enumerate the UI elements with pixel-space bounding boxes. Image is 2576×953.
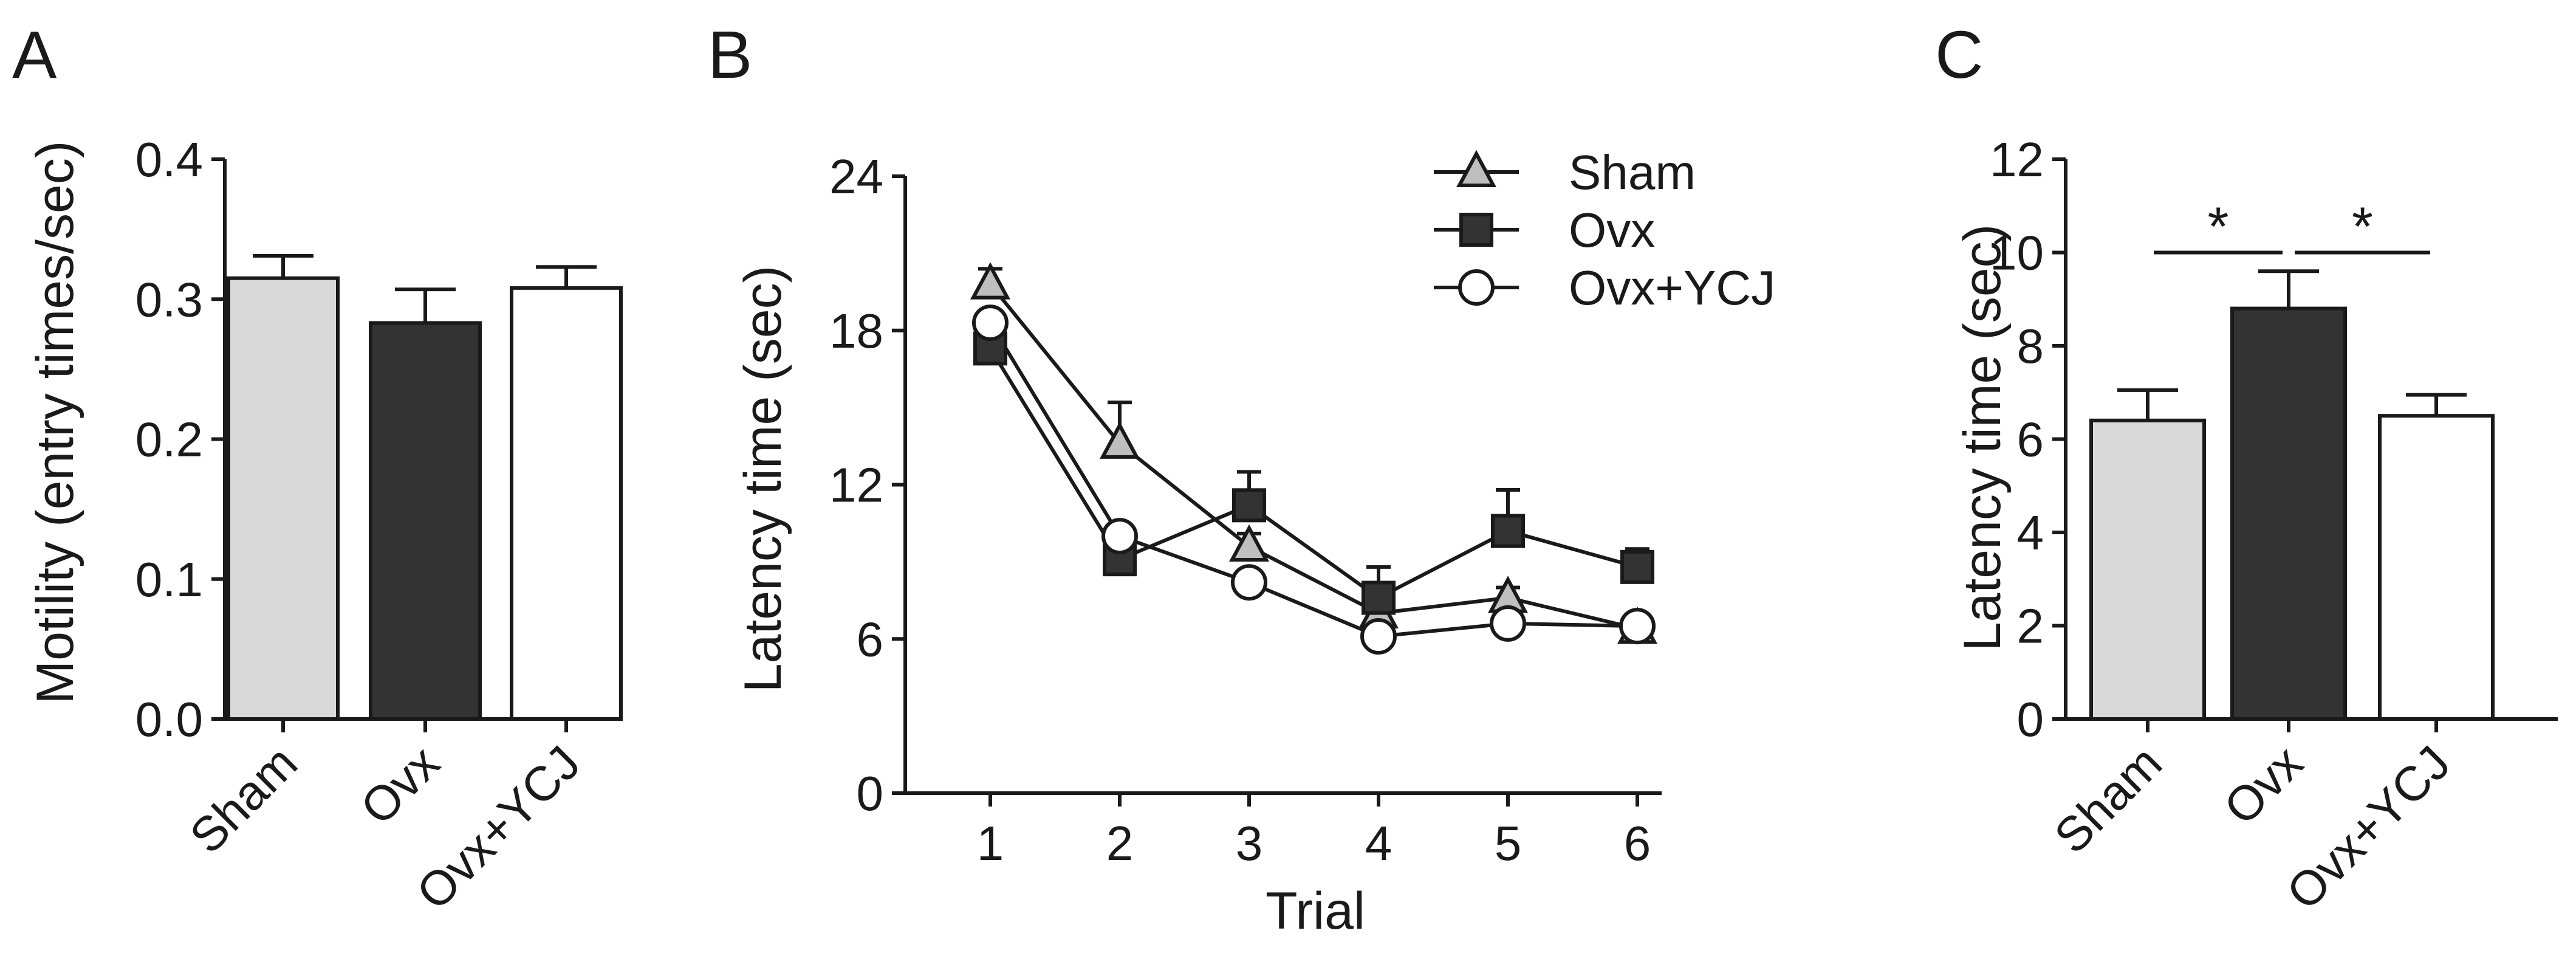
legend-marker-ovx [1459, 213, 1493, 247]
panel-c-y-tick-label: 12 [1990, 132, 2044, 187]
panel-a-y-tick-label: 0.2 [135, 413, 203, 467]
panel-letter-b: B [708, 18, 752, 92]
data-point-ovx-trial-3 [1232, 488, 1266, 523]
panel-a-x-tick-label-ovx: Ovx [351, 735, 450, 835]
panel-letter-c: C [1935, 18, 1983, 92]
data-point-ovx-ycj-trial-5 [1490, 605, 1526, 642]
series-line-sham [988, 283, 1638, 631]
data-point-sham-trial-1 [970, 262, 1011, 300]
panel-b-y-tick-label: 0 [857, 766, 884, 821]
panel-a: A Motility (entry times/sec) 0.0 0.1 0.2 0.… [12, 18, 623, 920]
panel-c-y-tick-label: 8 [2017, 319, 2044, 373]
panel-a-bar-sham [227, 276, 340, 721]
panel-b-x-tick-label: 3 [1236, 816, 1263, 870]
panel-c-x-tick-label-sham: Sham [2044, 735, 2172, 864]
legend-marker-ovx-ycj [1458, 269, 1495, 306]
panel-c-bar-ovx-ycj [2378, 414, 2495, 721]
panel-a-bar-ovx [369, 321, 482, 721]
data-point-sham-trial-3 [1228, 524, 1270, 562]
panel-c-bar-ovx [2230, 306, 2347, 721]
data-point-ovx-trial-5 [1491, 514, 1525, 548]
panel-a-bars [227, 253, 623, 721]
panel-b-y-tick-label: 12 [829, 458, 883, 512]
panel-a-bar-ovx-ycj [510, 286, 623, 721]
legend-label-sham: Sham [1569, 145, 1696, 199]
panel-a-x-tick-label-sham: Sham [179, 735, 307, 864]
legend-label-ovx: Ovx [1569, 203, 1655, 257]
significance-star-2: * [2352, 197, 2373, 258]
panel-b-y-tick-label: 6 [857, 612, 884, 666]
panel-c-y-tick-label: 6 [2017, 413, 2044, 467]
legend-marker-sham [1456, 150, 1497, 187]
significance-star-1: * [2207, 197, 2228, 258]
panel-b-legend: Sham Ovx Ovx+YCJ [1434, 145, 1775, 315]
data-point-ovx-ycj-trial-2 [1101, 518, 1138, 555]
panel-b-x-axis-title: Trial [1266, 882, 1365, 940]
panel-b-series [970, 262, 1658, 655]
panel-b-y-tick-label: 18 [829, 304, 883, 358]
panel-a-y-tick-label: 0.0 [135, 692, 203, 746]
data-point-ovx-ycj-trial-1 [972, 304, 1009, 342]
data-point-ovx-trial-6 [1620, 549, 1654, 584]
panel-c-bars [2089, 269, 2495, 721]
panel-b-x-tick-label: 4 [1365, 816, 1392, 870]
panel-c-bar-sham [2089, 418, 2206, 721]
panel-a-y-tick-label: 0.3 [135, 272, 203, 326]
panel-a-y-tick-label: 0.1 [135, 552, 203, 607]
panel-c-x-tick-label-ovx-ycj: Ovx+YCJ [2276, 735, 2461, 920]
panel-b-y-tick-label: 24 [829, 150, 883, 204]
panel-c-y-tick-label: 4 [2017, 506, 2044, 560]
series-line-ovx-ycj [988, 322, 1638, 639]
panel-c-y-tick-label: 0 [2017, 692, 2044, 746]
panel-c-y-tick-label: 2 [2017, 599, 2044, 653]
panel-c-x-tick-label-ovx: Ovx [2214, 735, 2314, 835]
panel-b-y-axis-title: Latency time (sec) [734, 266, 792, 693]
panel-c-y-tick-label: 10 [1990, 226, 2044, 280]
data-point-ovx-ycj-trial-6 [1619, 608, 1656, 645]
data-point-ovx-ycj-trial-4 [1360, 618, 1397, 655]
panel-b-x-tick-label: 1 [977, 816, 1004, 870]
panel-a-y-tick-label: 0.4 [135, 132, 203, 187]
panel-a-y-axis-title: Motility (entry times/sec) [26, 140, 84, 704]
panel-letter-a: A [12, 18, 57, 92]
panel-c-significance: * * [2154, 197, 2430, 258]
panel-b-x-tick-label: 6 [1624, 816, 1651, 870]
panel-b-x-tick-label: 2 [1106, 816, 1134, 870]
data-point-sham-trial-2 [1099, 421, 1140, 459]
legend-label-ovx-ycj: Ovx+YCJ [1569, 261, 1775, 315]
data-point-ovx-trial-4 [1362, 580, 1396, 615]
panel-c-y-axis-title: Latency time (sec) [1953, 224, 2012, 652]
series-line-ovx [988, 347, 1638, 600]
panel-c: C Latency time (sec) 0 2 4 6 8 10 12 Sham OvxOvx… [1935, 18, 2558, 920]
panel-b-x-tick-label: 5 [1495, 816, 1522, 870]
data-point-ovx-ycj-trial-3 [1231, 564, 1267, 601]
